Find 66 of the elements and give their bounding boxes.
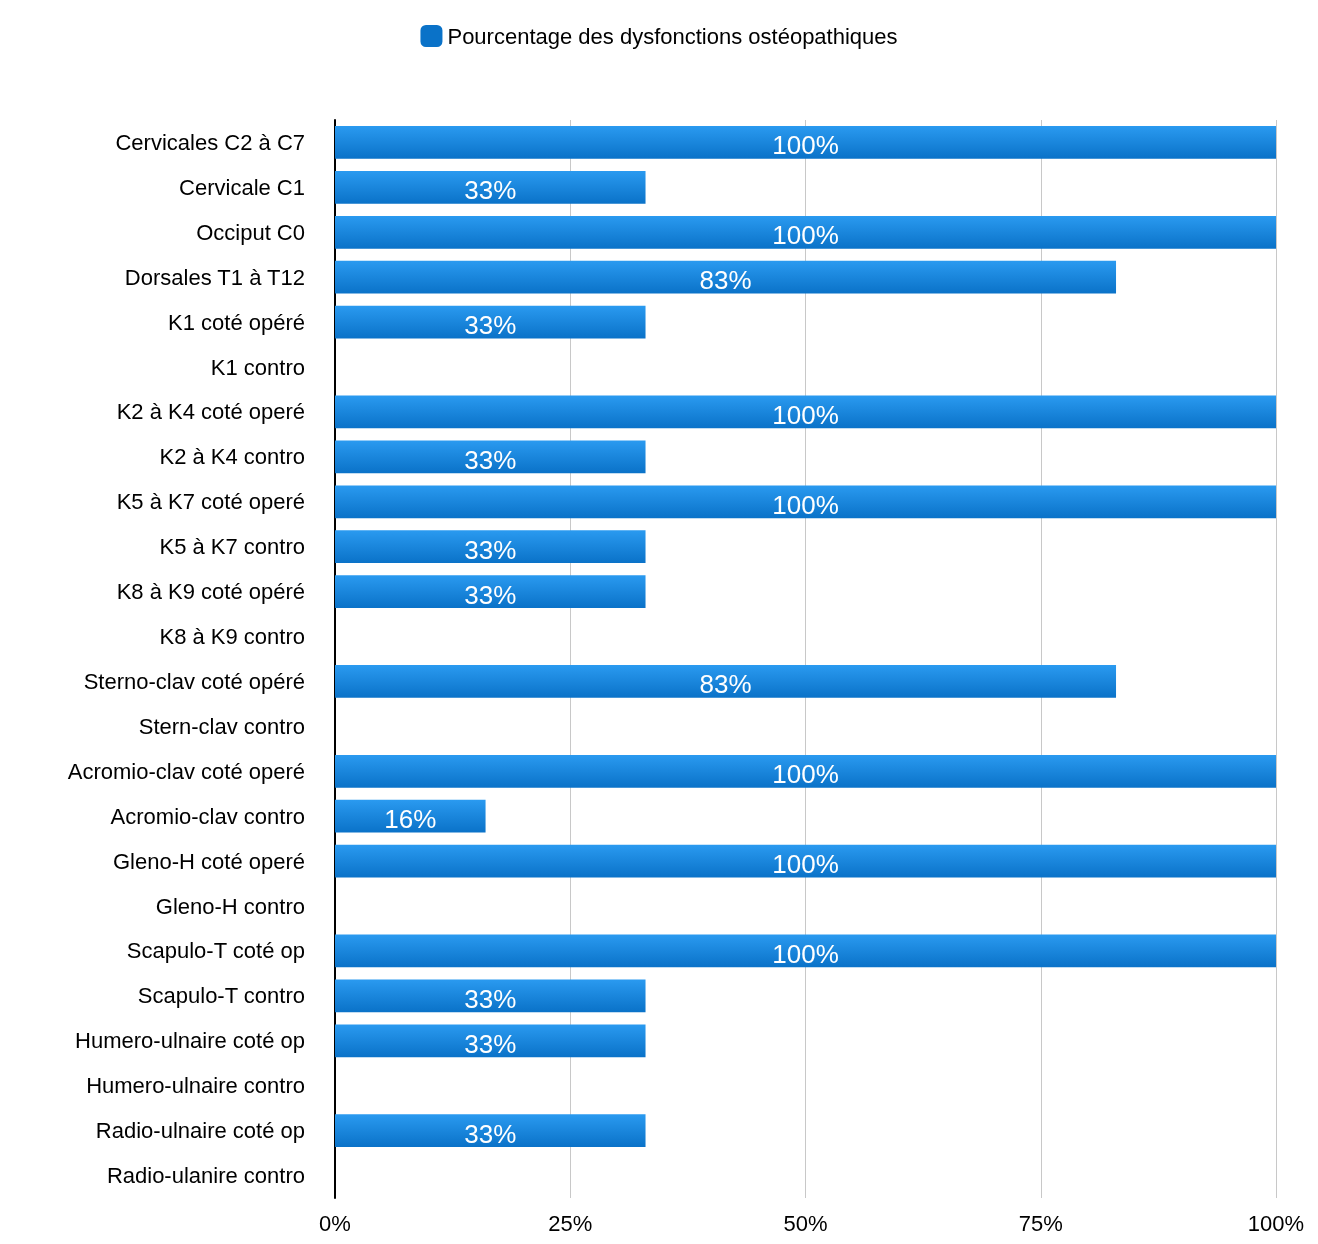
- data-label: 33%: [464, 534, 517, 565]
- bar: [335, 575, 646, 609]
- legend-label: Pourcentage des dysfonctions ostéopathiques: [447, 23, 898, 49]
- bar: [335, 305, 646, 339]
- data-label: 33%: [464, 310, 517, 341]
- bar: [335, 754, 1276, 788]
- data-label: 33%: [464, 1118, 517, 1149]
- data-label: 100%: [772, 489, 839, 520]
- y-tick-label: Occiput C0: [196, 219, 305, 245]
- data-label: 100%: [772, 938, 839, 969]
- bar: [335, 126, 1276, 159]
- data-label: 100%: [772, 130, 839, 161]
- y-tick-label: K8 à K9 contro: [159, 624, 305, 650]
- bar: [335, 1024, 646, 1058]
- y-tick-label: K5 à K7 contro: [159, 534, 305, 560]
- bar: [335, 530, 646, 564]
- y-tick-label: Gleno-H coté operé: [113, 848, 305, 874]
- y-tick-label: Acromio-clav contro: [110, 803, 305, 829]
- x-tick-label: 25%: [548, 1210, 593, 1236]
- data-label: 83%: [699, 669, 752, 700]
- bar: [335, 440, 646, 474]
- y-tick-label: K2 à K4 coté operé: [116, 399, 305, 425]
- y-tick-label: K2 à K4 contro: [159, 444, 305, 470]
- y-tick-label: Sterno-clav coté opéré: [83, 668, 305, 694]
- y-tick-label: Acromio-clav coté operé: [67, 758, 305, 784]
- x-tick-label: 0%: [319, 1210, 351, 1236]
- x-tick-label: 50%: [783, 1210, 828, 1236]
- x-tick-label: 100%: [1247, 1210, 1305, 1236]
- bar: [335, 979, 646, 1013]
- y-tick-label: Dorsales T1 à T12: [124, 264, 305, 290]
- y-tick-label: Radio-ulnaire coté op: [95, 1118, 305, 1144]
- bar: [335, 799, 486, 833]
- data-label: 33%: [464, 983, 517, 1014]
- data-label: 33%: [464, 175, 517, 206]
- data-label: 83%: [699, 265, 752, 296]
- x-tick-label: 75%: [1018, 1210, 1063, 1236]
- y-tick-label: Radio-ulanire contro: [106, 1163, 305, 1189]
- bar: [335, 665, 1117, 698]
- y-tick-label: Scapulo-T coté op: [126, 938, 305, 964]
- y-tick-label: Humero-ulnaire contro: [86, 1073, 305, 1099]
- bar: [335, 844, 1276, 878]
- y-tick-label: Cervicale C1: [179, 174, 305, 200]
- bar: [335, 215, 1276, 249]
- y-tick-label: Humero-ulnaire coté op: [75, 1028, 305, 1054]
- data-label: 100%: [772, 849, 839, 880]
- data-label: 100%: [772, 759, 839, 790]
- bar: [335, 170, 646, 204]
- bar: [335, 395, 1276, 429]
- bar: [335, 260, 1117, 294]
- data-label: 33%: [464, 1028, 517, 1059]
- y-tick-label: Stern-clav contro: [138, 713, 305, 739]
- y-tick-label: K1 coté opéré: [168, 309, 305, 335]
- data-label: 33%: [464, 444, 517, 475]
- y-tick-label: Cervicales C2 à C7: [115, 129, 305, 155]
- bar: [335, 485, 1276, 519]
- data-label: 16%: [384, 804, 437, 835]
- bar: [335, 1114, 646, 1148]
- y-tick-label: Scapulo-T contro: [137, 983, 305, 1009]
- bar: [335, 934, 1276, 968]
- data-label: 100%: [772, 220, 839, 251]
- y-tick-label: K8 à K9 coté opéré: [116, 579, 305, 605]
- y-tick-label: K5 à K7 coté operé: [116, 489, 305, 515]
- y-tick-label: K1 contro: [210, 354, 305, 380]
- data-label: 100%: [772, 399, 839, 430]
- y-tick-label: Gleno-H contro: [155, 893, 305, 919]
- data-label: 33%: [464, 579, 517, 610]
